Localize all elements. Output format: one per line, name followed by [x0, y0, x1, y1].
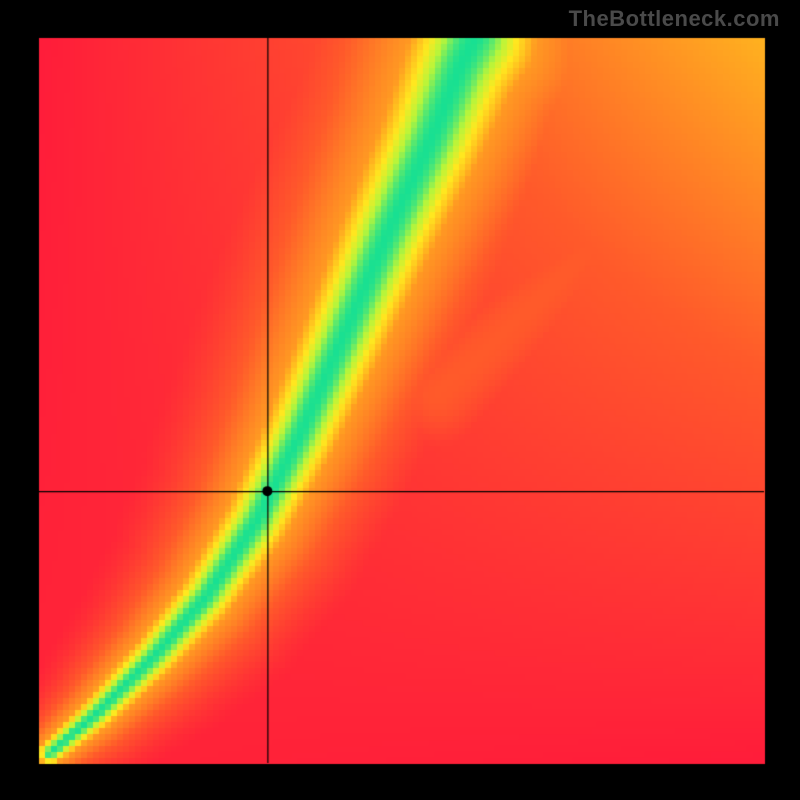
chart-container: TheBottleneck.com [0, 0, 800, 800]
watermark-text: TheBottleneck.com [569, 6, 780, 32]
heatmap-canvas [0, 0, 800, 800]
